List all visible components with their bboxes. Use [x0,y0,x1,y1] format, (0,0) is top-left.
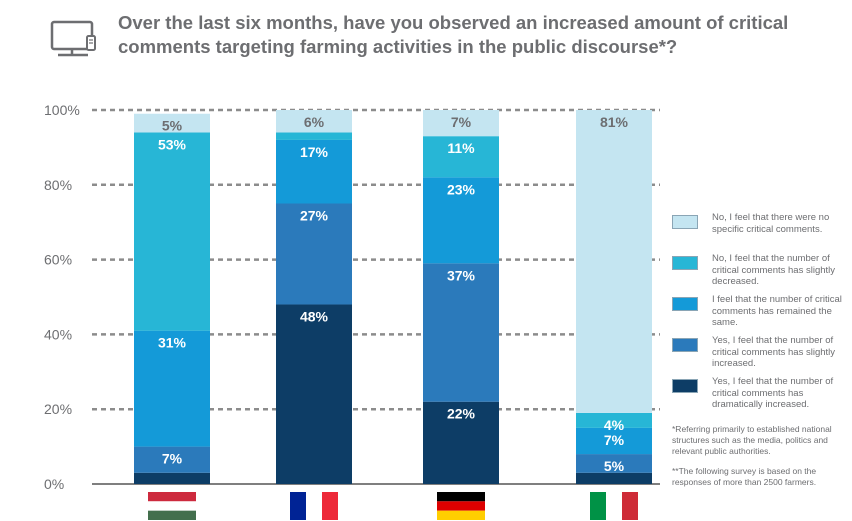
stacked-bar-chart: 0% 20% 40% 60% 80% 100% 7% 31% 53% 5% 48% 27% 17% 6% 2… [44,102,660,520]
data-label: 17% [300,144,329,160]
legend-swatch [672,338,698,352]
data-label: 81% [600,114,629,130]
germany-flag [437,492,485,520]
data-label: 7% [604,432,625,448]
bar-segment [576,427,652,455]
y-tick-label: 60% [44,252,72,268]
bar-segment [276,110,352,133]
chart-title: Over the last six months, have you obser… [118,12,789,57]
bar-segment [276,139,352,204]
legend-label: No, I feel that the number of critical c… [712,253,836,287]
flag-band [606,492,622,520]
france-flag [290,492,338,520]
data-label: 5% [162,118,183,134]
legend-item: I feel that the number of critical comme… [672,294,848,334]
flag-band [322,492,338,520]
flag-band [622,492,638,520]
legend-swatch [672,297,698,311]
data-label: 48% [300,308,329,324]
legend-swatch [672,379,698,393]
y-tick-label: 0% [44,476,64,492]
data-label: 22% [447,406,476,422]
bar-segment [134,446,210,473]
data-label: 7% [451,114,472,130]
legend-label: Yes, I feel that the number of critical … [712,376,834,410]
data-label: 37% [447,267,476,283]
y-tick-label: 80% [44,177,72,193]
data-label: 31% [158,335,187,351]
flag-band [590,492,606,520]
bar-segment [134,132,210,331]
bar-segment [423,110,499,137]
bar-segment [276,203,352,305]
flag-band [306,492,322,520]
bar-segment [423,263,499,402]
legend-label: Yes, I feel that the number of critical … [712,335,836,369]
legend-label: I feel that the number of critical comme… [712,294,842,328]
data-label: 5% [604,458,625,474]
y-tick-label: 20% [44,401,72,417]
data-label: 4% [604,417,625,433]
flag-band [437,510,485,520]
bar-segment [276,304,352,484]
legend-item: Yes, I feel that the number of critical … [672,376,848,416]
monitor-icon [50,20,96,57]
flag-band [148,510,196,520]
bar-segment [423,177,499,264]
data-label: 6% [304,114,325,130]
italy-flag [590,492,638,520]
flag-band [437,492,485,502]
flag-band [148,492,196,502]
bar-segment [576,472,652,484]
y-tick-label: 40% [44,326,72,342]
legend-item: Yes, I feel that the number of critical … [672,335,848,375]
bar-segment [276,132,352,140]
legend-swatch [672,256,698,270]
bar-segment [576,110,652,413]
bar-segment [134,113,210,133]
bar-segment [423,401,499,484]
legend-item: No, I feel that the number of critical c… [672,253,848,293]
bar-segment [576,454,652,473]
legend-item: No, I feel that there were no specific c… [672,212,848,252]
data-label: 23% [447,181,476,197]
data-label: 11% [447,140,475,156]
data-label: 53% [158,136,187,152]
legend-label: No, I feel that there were no specific c… [712,212,830,235]
bar-segment [134,472,210,484]
y-tick-label: 100% [44,102,80,118]
footnote-survey: **The following survey is based on the r… [672,466,817,487]
flag-band [148,501,196,511]
data-label: 7% [162,451,183,467]
data-label: 27% [300,208,329,224]
flag-band [437,501,485,511]
bar-segment [423,136,499,178]
legend-swatch [672,215,698,229]
flag-band [290,492,306,520]
bar-segment [576,412,652,428]
footnote-referring: *Referring primarily to established nati… [672,424,832,456]
legend: No, I feel that there were no specific c… [672,212,848,417]
bar-segment [134,330,210,447]
hungary-flag [148,492,196,520]
